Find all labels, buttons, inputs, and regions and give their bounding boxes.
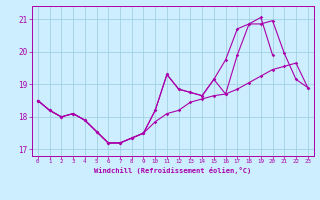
X-axis label: Windchill (Refroidissement éolien,°C): Windchill (Refroidissement éolien,°C) [94, 167, 252, 174]
